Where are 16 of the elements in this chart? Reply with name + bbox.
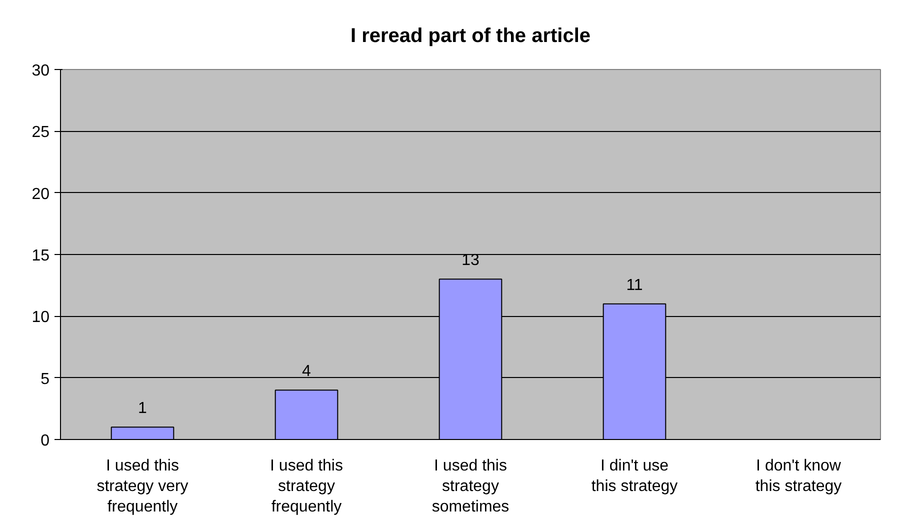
x-tick-label: I used this strategy very frequently xyxy=(96,458,188,516)
y-tick-label: 0 xyxy=(40,432,50,450)
x-tick-label: I din't use this strategy xyxy=(591,458,678,495)
y-tick-label: 25 xyxy=(32,124,50,142)
x-tick-label: I used this strategy sometimes xyxy=(432,458,510,516)
y-tick-label: 10 xyxy=(32,309,50,326)
chart-title: I reread part of the article xyxy=(350,25,591,47)
x-tick-label: I don't know this strategy xyxy=(755,458,842,495)
x-tick-label: I used this strategy frequently xyxy=(270,458,343,516)
data-label: 4 xyxy=(302,363,312,380)
data-label: 11 xyxy=(626,276,643,294)
data-label: 1 xyxy=(138,400,148,418)
y-tick-label: 5 xyxy=(40,370,50,388)
y-tick-label: 20 xyxy=(32,186,50,203)
y-tick-label: 15 xyxy=(32,248,50,264)
y-tick-label: 30 xyxy=(32,62,50,80)
